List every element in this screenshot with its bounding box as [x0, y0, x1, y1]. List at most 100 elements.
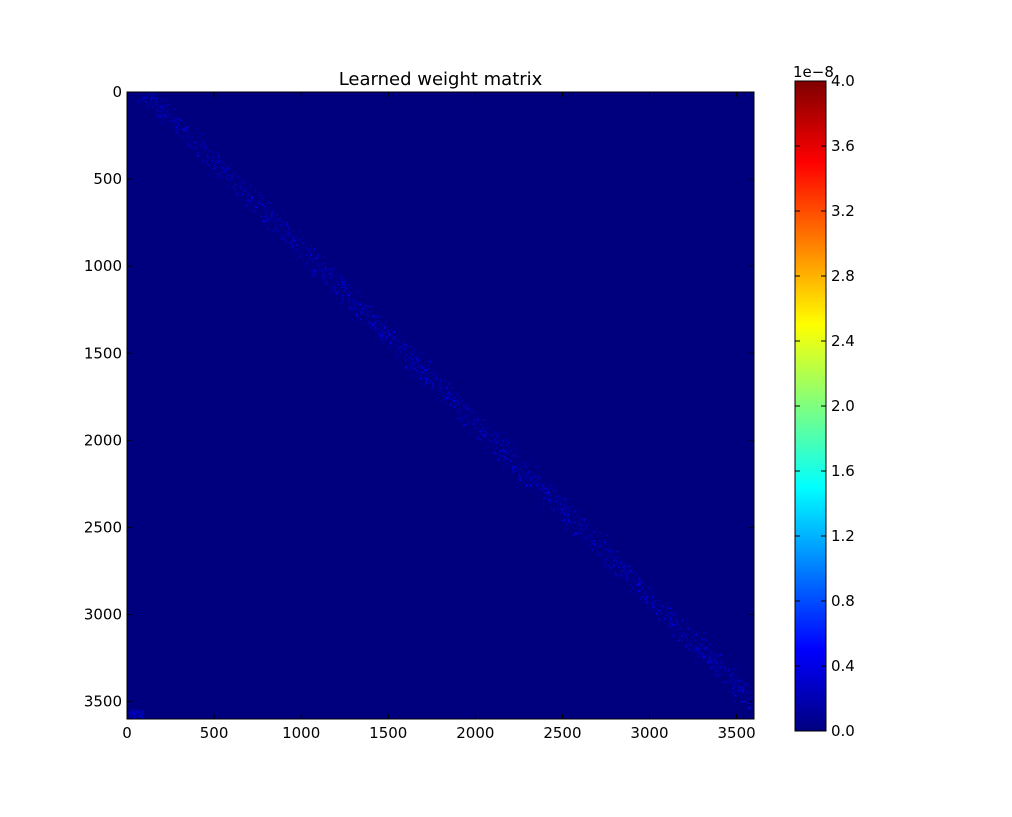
heat-cell: [368, 320, 371, 322]
heat-cell: [532, 487, 534, 489]
heat-cell: [607, 556, 609, 558]
y-tick-label: 0: [112, 83, 122, 101]
heat-cell: [713, 653, 715, 656]
heat-cell: [601, 546, 603, 548]
heat-cell: [518, 475, 520, 477]
heat-cell: [421, 367, 424, 369]
heat-cell: [289, 242, 291, 244]
heat-cell: [665, 609, 667, 611]
heat-cell: [539, 478, 541, 480]
heat-cell: [736, 684, 739, 687]
heat-cell: [401, 364, 404, 366]
heat-cell: [244, 180, 247, 182]
heat-cell: [684, 630, 686, 633]
heat-cell: [481, 434, 483, 436]
heat-cell: [572, 534, 575, 536]
heat-cell: [368, 311, 371, 313]
heat-cell: [626, 580, 628, 583]
heat-cell: [325, 269, 327, 271]
chart-title: Learned weight matrix: [339, 69, 543, 90]
heat-cell: [295, 258, 297, 260]
x-tick-label: 1000: [282, 724, 320, 742]
heat-cell: [355, 306, 357, 309]
heat-cell: [312, 274, 314, 276]
heat-cell: [309, 254, 311, 256]
heat-cell: [285, 239, 288, 241]
heat-cell: [342, 297, 344, 300]
heat-cell: [159, 96, 162, 99]
heat-cell: [256, 208, 258, 211]
heat-cell: [193, 133, 196, 135]
heat-cell: [524, 471, 526, 474]
heat-cell: [461, 421, 463, 423]
heat-cell: [160, 117, 163, 119]
heat-cell: [145, 96, 147, 99]
heat-cell: [356, 292, 358, 295]
heat-cell: [661, 604, 663, 607]
heat-cell: [223, 162, 225, 164]
heat-cell: [240, 187, 242, 189]
heat-cell: [616, 560, 618, 563]
heat-cell: [319, 270, 321, 272]
heat-cell: [746, 706, 748, 708]
heat-cell: [681, 619, 684, 622]
heat-cell: [457, 411, 460, 413]
heat-cell: [150, 93, 152, 96]
heat-cell: [196, 141, 198, 143]
heat-cell: [281, 227, 284, 230]
heat-cell: [740, 686, 743, 688]
heat-cell: [588, 544, 591, 546]
heat-cell: [579, 518, 581, 520]
heat-cell: [159, 99, 161, 101]
heat-cell: [604, 560, 606, 563]
heat-cell: [244, 205, 246, 207]
heat-cell: [698, 652, 701, 654]
heat-cell: [141, 98, 144, 101]
heat-cell: [331, 277, 333, 279]
heat-cell: [534, 474, 535, 475]
heat-cell: [607, 552, 609, 555]
heat-cell: [274, 213, 277, 215]
heat-cell: [658, 618, 660, 621]
heat-cell: [627, 573, 629, 575]
heat-cell: [733, 694, 736, 697]
heat-cell: [527, 471, 530, 473]
heat-cell: [234, 173, 236, 175]
heat-cell: [723, 674, 725, 677]
heat-cell: [704, 638, 706, 640]
heat-cell: [207, 151, 210, 153]
heat-cell: [544, 492, 547, 495]
heat-cell: [329, 293, 331, 294]
heat-cell: [269, 217, 272, 220]
heat-cell: [220, 166, 222, 168]
heat-cell: [447, 397, 450, 399]
heat-cell: [597, 557, 600, 560]
heat-cell: [209, 162, 212, 164]
heat-cell: [648, 609, 650, 612]
heat-cell: [672, 611, 673, 613]
heat-cell: [669, 614, 670, 616]
heat-cell: [626, 570, 629, 571]
heat-cell: [577, 518, 580, 521]
heat-cell: [664, 615, 666, 618]
heat-cell: [660, 597, 662, 599]
colorbar-tick-label: 3.6: [831, 137, 855, 155]
heat-cell: [457, 399, 459, 401]
heat-cell: [348, 299, 350, 301]
heat-cell: [431, 371, 433, 374]
heat-cell: [468, 434, 471, 436]
heat-cell: [242, 184, 244, 186]
heat-cell: [179, 119, 182, 121]
heat-cell: [215, 152, 218, 154]
heat-cell: [348, 289, 351, 291]
heat-cell: [221, 161, 224, 163]
heat-cell: [299, 238, 302, 240]
heat-cell: [567, 514, 569, 516]
heat-cell: [669, 606, 672, 608]
heat-cell: [131, 710, 134, 713]
heat-cell: [354, 307, 356, 310]
heat-cell: [313, 276, 315, 278]
heat-cell: [383, 326, 386, 329]
heat-cell: [288, 233, 290, 236]
